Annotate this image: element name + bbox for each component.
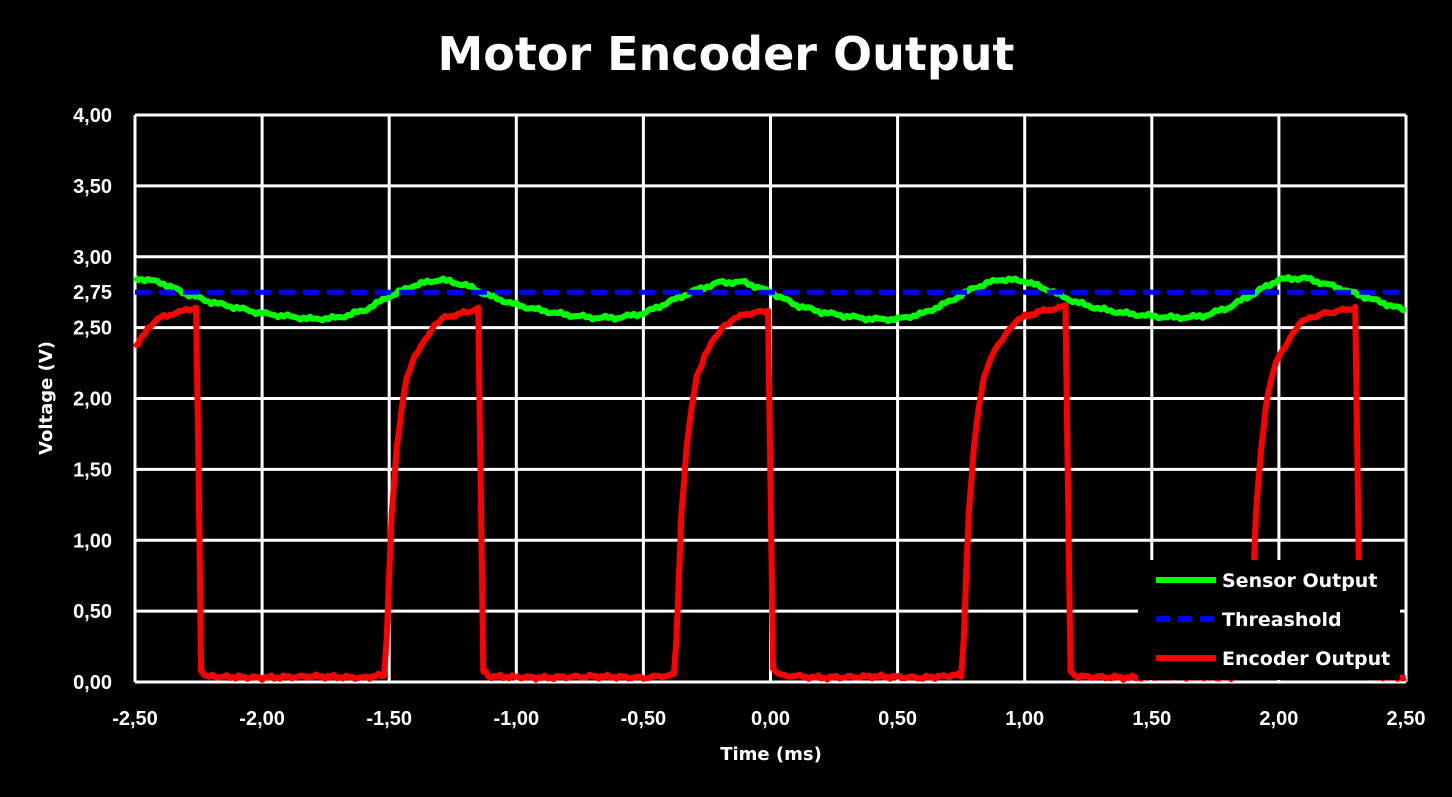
y-tick-label: 1,50 (73, 459, 112, 481)
x-tick-label: 1,00 (1005, 708, 1044, 730)
y-tick-label: 3,00 (73, 247, 112, 269)
x-tick-label: 2,50 (1387, 708, 1426, 730)
y-tick-label: 4,00 (73, 105, 112, 127)
legend-label-encoder-output: Encoder Output (1222, 648, 1390, 670)
x-axis-label: Time (ms) (720, 744, 822, 765)
y-tick-label: 3,50 (73, 176, 112, 198)
y-axis-label: Voltage (V) (36, 341, 57, 455)
y-tick-label: 2,00 (73, 389, 112, 411)
x-tick-label: 0,00 (751, 708, 790, 730)
x-tick-label: -2,50 (112, 708, 158, 730)
y-tick-label: 2,50 (73, 318, 112, 340)
x-tick-label: 0,50 (878, 708, 917, 730)
legend-label-sensor-output: Sensor Output (1222, 570, 1377, 592)
x-tick-label: 2,00 (1259, 708, 1298, 730)
y-tick-label: 1,00 (73, 530, 112, 552)
y-tick-label: 0,00 (73, 672, 112, 694)
threshold-tick-label: 2,75 (73, 282, 112, 304)
y-tick-labels: 0,00 0,50 1,00 1,50 2,00 2,50 3,00 3,50 4,00 (73, 105, 112, 694)
x-tick-label: -2,00 (239, 708, 285, 730)
x-tick-label: -1,50 (366, 708, 412, 730)
x-tick-labels: -2,50 -2,00 -1,50 -1,00 -0,50 0,00 0,50 1,00 1,5… (112, 708, 1425, 730)
legend-label-threashold: Threashold (1222, 609, 1342, 631)
y-tick-label: 0,50 (73, 601, 112, 623)
legend: Sensor Output Threashold Encoder Output (1138, 560, 1400, 680)
x-tick-label: -0,50 (621, 708, 667, 730)
x-tick-label: 1,50 (1132, 708, 1171, 730)
chart-title: Motor Encoder Output (437, 27, 1014, 81)
x-tick-label: -1,00 (494, 708, 540, 730)
